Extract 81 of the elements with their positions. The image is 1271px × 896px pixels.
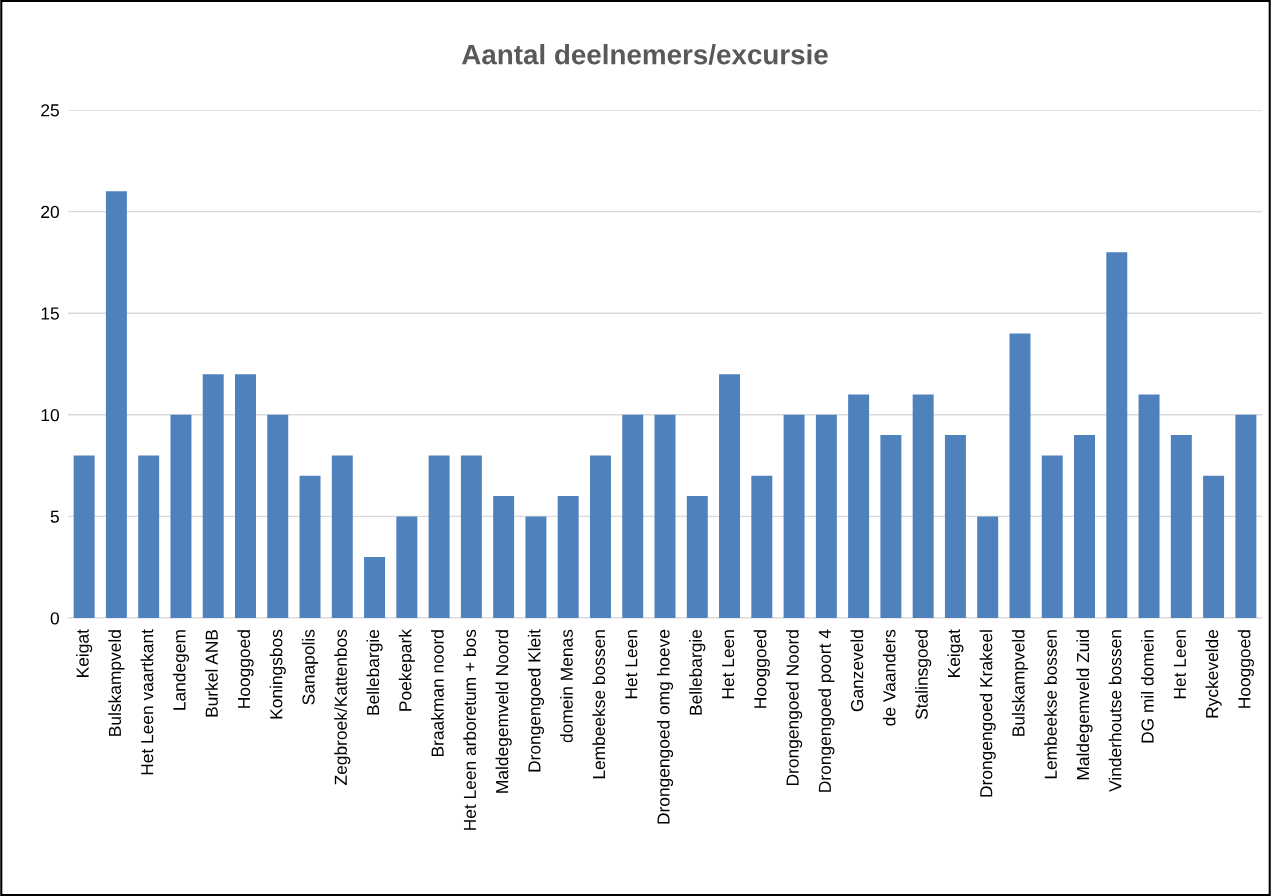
bar <box>267 414 289 618</box>
bar <box>1106 252 1128 618</box>
bar <box>686 496 708 618</box>
x-tick-label: Drongengoed Noord <box>785 630 803 785</box>
x-tick-label: DG mil domein <box>1140 630 1154 743</box>
x-tick-label: Stalinsgoed <box>915 630 932 720</box>
x-tick-label: Drongengoed Krakeel <box>979 630 996 797</box>
x-tick-label: Bellebargie <box>689 629 706 715</box>
bar <box>170 414 192 618</box>
x-tick-label: Het Leen vaartkant <box>140 629 154 775</box>
x-tick-label: Ganzeveld <box>850 630 864 712</box>
bar <box>1235 414 1257 618</box>
x-tick-label: Burkel ANB <box>205 630 218 717</box>
x-tick-label: Poekepark <box>398 629 415 711</box>
x-tick-label: Het Leen arboretum + bos <box>463 629 477 830</box>
x-tick-label: de Vaanders <box>882 629 896 726</box>
bar <box>331 455 353 618</box>
bar <box>493 496 515 618</box>
x-tick-label: Lembeekse bossen <box>1044 630 1057 779</box>
x-tick-label: Bulskampveld <box>108 630 125 736</box>
bar <box>396 516 418 618</box>
bar <box>1009 333 1031 618</box>
x-tick-label: Koningsbos <box>269 629 286 719</box>
bar <box>944 435 966 618</box>
x-tick-label: Lembeekse bossen <box>592 630 606 779</box>
bar <box>1203 475 1225 618</box>
bar <box>202 374 224 618</box>
x-tick-label: Maldegemveld Noord <box>495 630 512 793</box>
x-tick-label: Sanapolis <box>301 629 319 705</box>
bar <box>719 374 741 618</box>
x-tick-label: Keigat <box>76 629 93 677</box>
y-tick-label: 25 <box>41 104 59 117</box>
y-tick-label: 15 <box>41 307 59 320</box>
bar <box>783 414 805 618</box>
bar <box>622 414 644 618</box>
bar <box>848 394 870 618</box>
x-tick-label: Hooggoed <box>1237 630 1254 708</box>
bar <box>1170 435 1192 618</box>
x-tick-label: Het Leen <box>1173 630 1186 699</box>
x-tick-label: Het Leen <box>722 630 735 699</box>
bar <box>299 475 321 618</box>
chart-title: Aantal deelnemers/excursie <box>461 44 828 65</box>
bar <box>428 455 450 618</box>
x-tick-label: Het Leen <box>625 630 638 699</box>
x-tick-label: Drongengoed omg hoeve <box>656 629 674 824</box>
x-tick-label: domein Menas <box>560 629 573 743</box>
bar <box>364 557 386 618</box>
bar <box>460 455 482 618</box>
bar <box>589 455 611 618</box>
x-tick-label: Zegbroek/Kattenbos <box>334 629 351 785</box>
bar <box>1041 455 1063 618</box>
bar <box>977 516 999 618</box>
bar <box>557 496 579 618</box>
x-tick-label: Maldegemveld Zuid <box>1076 630 1093 780</box>
x-tick-label: Hooggoed <box>753 630 770 708</box>
bar <box>138 455 160 618</box>
x-tick-label: Landegem <box>172 630 190 710</box>
bar <box>235 374 256 618</box>
bar <box>525 516 547 618</box>
y-tick-label: 10 <box>41 408 59 422</box>
bar <box>1074 435 1095 618</box>
y-tick-label: 5 <box>50 510 59 523</box>
x-tick-label: Drongengoed Kleit <box>527 629 545 772</box>
x-tick-label: Ryckevelde <box>1205 629 1222 718</box>
x-tick-label: Hooggoed <box>237 630 254 708</box>
x-tick-label: Keigat <box>947 629 964 677</box>
bar <box>912 394 934 618</box>
x-tick-label: Bulskampveld <box>1011 630 1029 736</box>
bar <box>654 414 676 618</box>
x-tick-label: Braakman noord <box>431 630 444 757</box>
y-tick-label: 0 <box>50 612 59 625</box>
bar <box>815 414 837 618</box>
bar <box>880 435 902 618</box>
x-tick-label: Bellebargie <box>366 629 383 715</box>
bar <box>751 475 773 618</box>
x-tick-label: Drongengoed poort 4 <box>818 629 835 792</box>
bar <box>105 191 127 618</box>
bar <box>73 455 95 618</box>
bar <box>1138 394 1160 618</box>
y-tick-label: 20 <box>41 205 59 219</box>
x-tick-label: Vinderhoutse bossen <box>1108 630 1122 792</box>
